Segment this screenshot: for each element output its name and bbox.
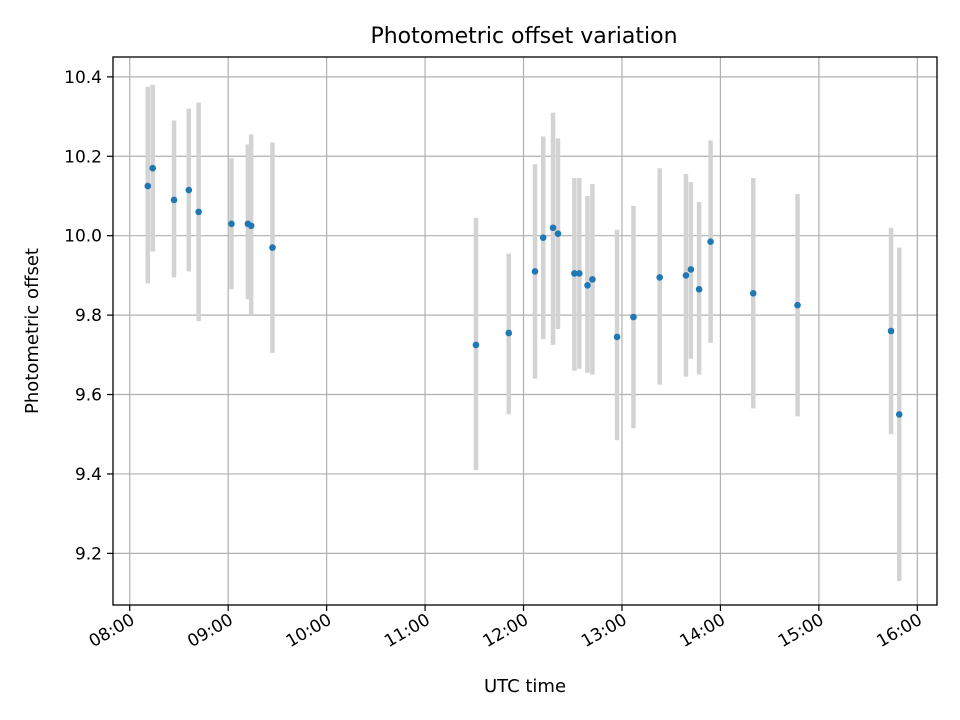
x-tick-label: 09:00 xyxy=(184,610,236,652)
data-point xyxy=(195,208,202,216)
plot-frame xyxy=(112,56,938,606)
data-point xyxy=(228,220,235,228)
data-point xyxy=(630,313,637,321)
x-tick-label: 12:00 xyxy=(480,610,532,652)
y-axis-ticks: 9.2 9.4 9.6 9.8 10.0 10.2 10.4 xyxy=(64,68,113,564)
chart-title: Photometric offset variation xyxy=(370,24,677,49)
data-point xyxy=(185,186,193,194)
y-tick-label: 10.2 xyxy=(64,147,102,167)
data-point xyxy=(144,182,152,190)
x-tick-label: 10:00 xyxy=(283,610,335,652)
data-point xyxy=(554,230,562,238)
x-tick-label: 11:00 xyxy=(381,610,433,652)
grid xyxy=(113,57,937,605)
y-tick-label: 10.4 xyxy=(64,68,102,88)
data-point xyxy=(613,333,621,341)
data-point xyxy=(149,164,157,172)
data-point xyxy=(269,244,276,251)
y-tick-label: 10.0 xyxy=(64,227,102,247)
x-tick-label: 16:00 xyxy=(873,610,925,652)
data-point xyxy=(571,270,578,277)
x-tick-label: 08:00 xyxy=(86,610,138,652)
data-point xyxy=(887,327,895,335)
data-point xyxy=(539,234,547,241)
data-point xyxy=(749,289,757,297)
data-point xyxy=(707,238,714,245)
data-point xyxy=(695,286,703,293)
x-axis-ticks: 08:00 09:00 10:00 11:00 12:00 13:00 14:00 15:00… xyxy=(86,605,926,652)
data-point xyxy=(505,329,513,337)
x-axis-label: UTC time xyxy=(484,676,566,697)
data-point xyxy=(687,266,695,273)
y-tick-label: 9.8 xyxy=(75,306,102,326)
y-tick-label: 9.4 xyxy=(75,465,102,485)
data-points xyxy=(144,164,903,418)
data-point xyxy=(170,196,178,204)
x-tick-label: 15:00 xyxy=(775,610,827,652)
data-point xyxy=(576,270,583,277)
y-axis-label: Photometric offset xyxy=(22,248,43,414)
data-point xyxy=(589,276,596,283)
data-point xyxy=(549,224,557,232)
data-point xyxy=(584,282,591,289)
y-tick-label: 9.2 xyxy=(75,544,102,564)
y-tick-label: 9.6 xyxy=(75,386,102,406)
x-tick-label: 13:00 xyxy=(578,610,630,652)
data-point xyxy=(656,274,664,281)
data-point xyxy=(247,222,255,230)
data-point xyxy=(682,272,690,279)
data-point xyxy=(531,268,539,275)
data-point xyxy=(794,301,801,309)
x-tick-label: 14:00 xyxy=(676,610,728,652)
data-point xyxy=(472,341,480,349)
data-point xyxy=(895,411,903,418)
